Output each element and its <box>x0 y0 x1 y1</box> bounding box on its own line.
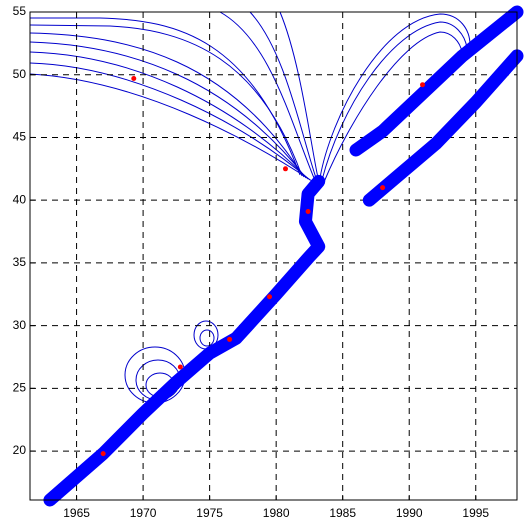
contour <box>29 32 305 178</box>
y-tick-label: 45 <box>13 130 27 144</box>
contour-lines <box>29 11 471 404</box>
contour <box>279 11 319 179</box>
point <box>100 451 106 457</box>
point <box>305 208 311 214</box>
contour <box>319 13 471 179</box>
y-tick-label: 55 <box>13 4 27 18</box>
y-tick-label: 50 <box>13 67 27 81</box>
x-tick-label: 1980 <box>263 506 290 520</box>
x-tick-label: 1990 <box>396 506 423 520</box>
contour <box>30 17 301 176</box>
contour <box>249 11 317 179</box>
y-tick-label: 35 <box>13 255 27 269</box>
point <box>177 364 183 370</box>
y-tick-label: 25 <box>13 381 27 395</box>
contour <box>323 31 463 183</box>
contour <box>219 11 315 179</box>
x-tick-label: 1995 <box>462 506 489 520</box>
point <box>267 294 273 300</box>
x-tick-label: 1975 <box>196 506 223 520</box>
contour <box>199 329 215 347</box>
contour <box>29 62 311 181</box>
ridge-band <box>43 174 326 507</box>
axes-frame <box>29 11 518 501</box>
contour <box>29 73 313 182</box>
y-tick-label: 40 <box>13 192 27 206</box>
x-tick-label: 1970 <box>130 506 157 520</box>
y-tick-label: 20 <box>13 443 27 457</box>
plot-area <box>30 12 517 500</box>
x-tick-label: 1985 <box>329 506 356 520</box>
point <box>227 336 233 342</box>
contour <box>321 21 468 181</box>
ridge-band <box>362 49 524 207</box>
contour <box>29 24 303 177</box>
y-tick-label: 30 <box>13 318 27 332</box>
point <box>282 166 288 172</box>
ridge-band <box>349 5 524 157</box>
point <box>420 82 426 88</box>
contour <box>29 51 309 180</box>
point <box>380 185 386 191</box>
x-tick-label: 1965 <box>63 506 90 520</box>
point <box>131 75 137 81</box>
